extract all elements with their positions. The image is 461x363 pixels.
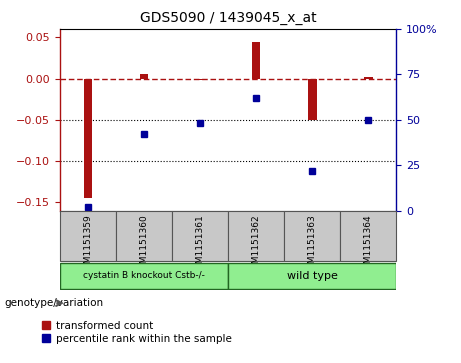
Text: cystatin B knockout Cstb-/-: cystatin B knockout Cstb-/- bbox=[83, 272, 205, 280]
Bar bbox=[60, 263, 228, 289]
Bar bbox=[196, 78, 204, 80]
Text: wild type: wild type bbox=[287, 271, 338, 281]
Text: GSM1151364: GSM1151364 bbox=[364, 215, 373, 275]
Text: GSM1151360: GSM1151360 bbox=[140, 215, 148, 276]
Text: GSM1151359: GSM1151359 bbox=[83, 215, 93, 276]
Bar bbox=[340, 211, 396, 261]
Bar bbox=[308, 78, 317, 120]
Bar bbox=[116, 211, 172, 261]
Text: GSM1151362: GSM1151362 bbox=[252, 215, 261, 275]
Bar bbox=[364, 77, 372, 78]
Bar bbox=[140, 74, 148, 78]
Title: GDS5090 / 1439045_x_at: GDS5090 / 1439045_x_at bbox=[140, 11, 317, 25]
Bar bbox=[172, 211, 228, 261]
Bar bbox=[252, 42, 260, 78]
Bar bbox=[228, 211, 284, 261]
Text: GSM1151361: GSM1151361 bbox=[195, 215, 205, 276]
Bar bbox=[60, 211, 116, 261]
Bar bbox=[284, 211, 340, 261]
Text: GSM1151363: GSM1151363 bbox=[308, 215, 317, 276]
Bar bbox=[84, 78, 92, 198]
Legend: transformed count, percentile rank within the sample: transformed count, percentile rank withi… bbox=[42, 321, 231, 344]
Bar bbox=[228, 263, 396, 289]
Text: genotype/variation: genotype/variation bbox=[5, 298, 104, 308]
